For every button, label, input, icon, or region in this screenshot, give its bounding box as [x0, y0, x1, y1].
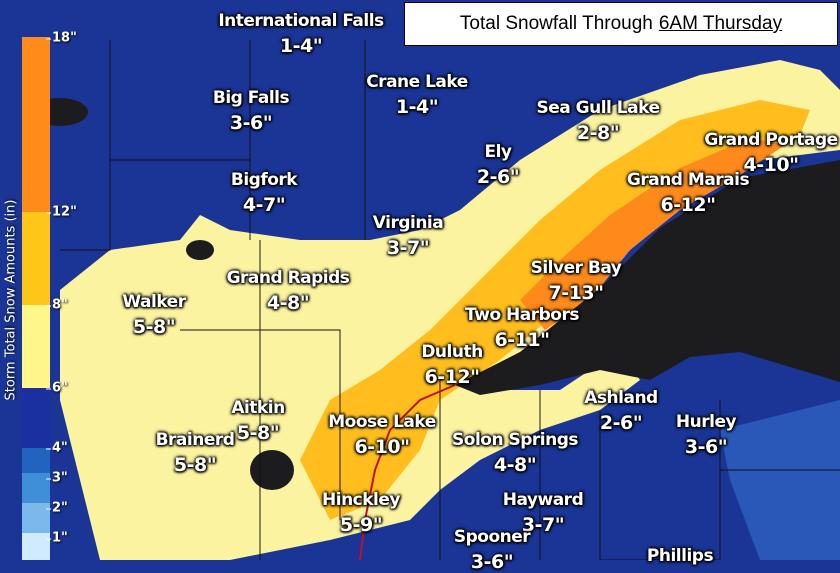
legend-seg-3-4 [22, 448, 50, 473]
city-name: Silver Bay [530, 258, 622, 278]
snow-amount: 2-8" [576, 122, 620, 144]
snowfall-map [32, 40, 840, 560]
city-name: Two Harbors [465, 305, 579, 325]
snow-amount: 3-6" [684, 436, 728, 458]
snow-amount: 2-6" [599, 412, 643, 434]
city-name: Walker [122, 292, 186, 312]
legend-title: Storm Total Snow Amounts (in) [3, 199, 19, 401]
snow-amount: 6-10" [354, 436, 410, 458]
legend-tick: 4" [46, 440, 68, 456]
snow-amount: 5-8" [173, 454, 217, 476]
city-name: Ely [484, 142, 512, 162]
legend-color-bar [22, 37, 50, 560]
snow-amount: 4-10" [743, 154, 799, 176]
snow-amount: 7-13" [548, 282, 604, 304]
city-name: Solon Springs [452, 430, 578, 450]
city-name: Bigfork [230, 170, 298, 190]
snow-amount: 3-7" [386, 237, 430, 259]
snow-amount: 6-12" [424, 366, 480, 388]
legend-seg-1-2 [22, 503, 50, 533]
city-name: Spooner [453, 527, 531, 547]
mille-lacs-lake [250, 450, 294, 490]
snow-amount: 5-9" [339, 514, 383, 536]
snow-12-18-area [520, 138, 785, 330]
city-name: Sea Gull Lake [536, 98, 660, 118]
snow-amount: 1-4" [395, 96, 439, 118]
legend-seg-0-1 [22, 533, 50, 560]
county-lines [60, 40, 840, 560]
light-blue-area [720, 400, 840, 560]
legend-tick: 1" [46, 530, 68, 546]
city-name: International Falls [218, 11, 384, 31]
lake-superior [455, 160, 840, 395]
legend-tick: 2" [46, 500, 68, 516]
city-name: Grand Portage [704, 130, 838, 150]
snow-amount: 3-6" [229, 112, 273, 134]
interstate-35 [359, 384, 456, 560]
snow-amount: 4-8" [493, 454, 537, 476]
snow-amount: 4-7" [242, 194, 286, 216]
title-prefix: Total Snowfall Through [459, 13, 653, 34]
city-name: Phillips [646, 546, 714, 566]
snow-amount: 1-4" [279, 35, 323, 57]
snow-amount: 2-6" [476, 166, 520, 188]
legend-tick: 12" [46, 204, 77, 220]
city-name: Aitkin [231, 398, 285, 418]
city-name: Big Falls [212, 88, 290, 108]
snow-amount: 3-6" [470, 551, 514, 573]
city-name: Grand Rapids [226, 268, 350, 288]
snow-amount: 4-8" [266, 292, 310, 314]
legend-tick: 8" [46, 297, 68, 313]
city-name: Brainerd [155, 430, 235, 450]
city-name: Hurley [675, 412, 737, 432]
city-name: Grand Marais [626, 170, 750, 190]
city-name: Hinckley [322, 490, 400, 510]
city-name: Hayward [502, 490, 584, 510]
title-time: 6AM Thursday [658, 13, 783, 34]
snow-amount: 3-7" [521, 514, 565, 536]
city-name: Ashland [584, 388, 658, 408]
legend-seg-4-6 [22, 388, 50, 448]
legend-tick: 18" [46, 30, 77, 46]
map-title: Total Snowfall Through 6AM Thursday [404, 2, 838, 46]
city-name: Duluth [421, 342, 483, 362]
legend-seg-8-12 [22, 212, 50, 305]
legend-tick: 6" [46, 380, 68, 396]
upper-red-lake [186, 240, 214, 260]
legend-seg-6-8 [22, 305, 50, 388]
legend-seg-2-3 [22, 473, 50, 503]
snow-amount: 5-8" [236, 422, 280, 444]
city-name: Virginia [372, 213, 444, 233]
legend-seg-12-18 [22, 37, 50, 212]
snow-amount: 5-8" [132, 316, 176, 338]
snow-amount: 6-11" [494, 329, 550, 351]
city-name: Crane Lake [366, 72, 468, 92]
snow-amount: 6-12" [660, 194, 716, 216]
city-name: Moose Lake [328, 412, 436, 432]
legend-tick: 3" [46, 470, 68, 486]
